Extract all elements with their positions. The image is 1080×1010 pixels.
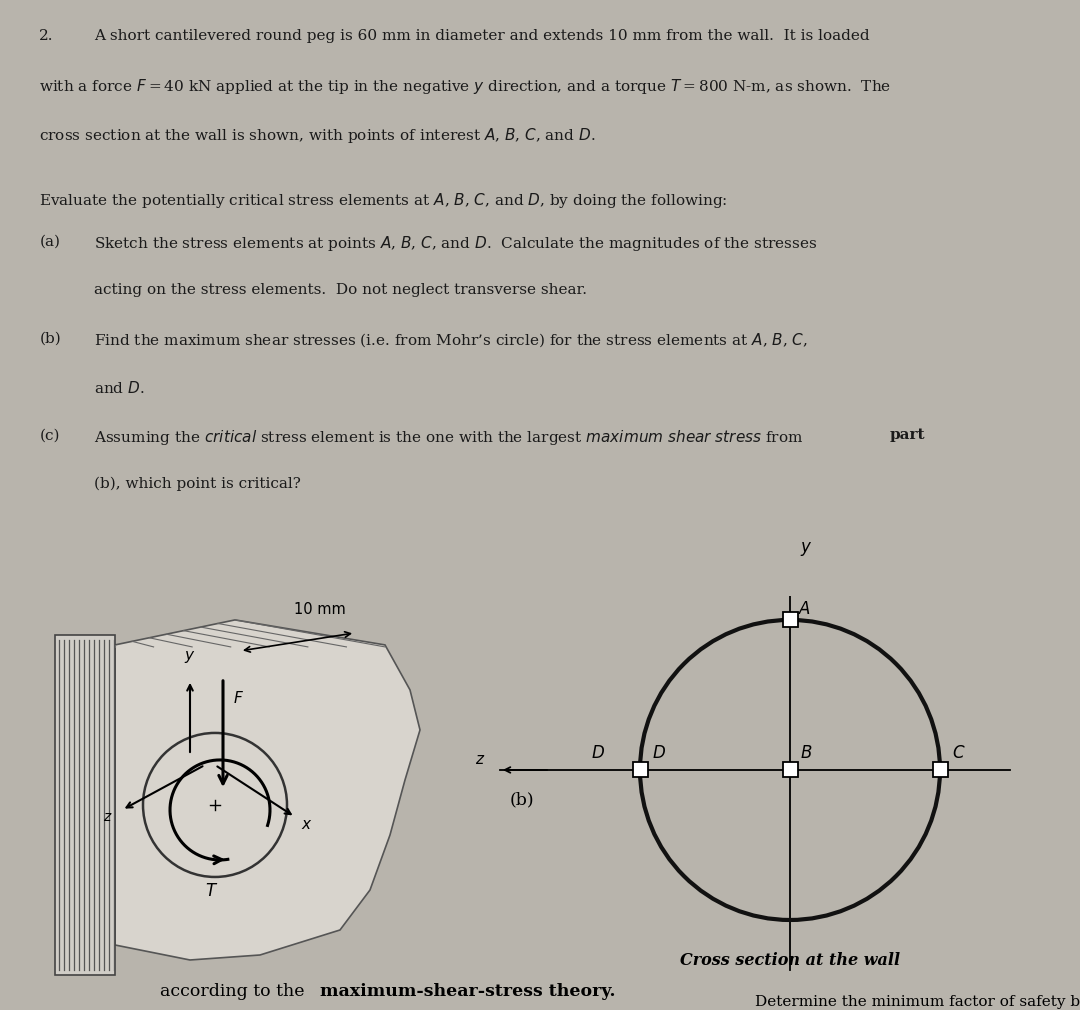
Text: Assuming the $\it{critical}$ stress element is the one with the largest $\it{max: Assuming the $\it{critical}$ stress elem… (94, 428, 840, 447)
Text: Evaluate the potentially critical stress elements at $A$, $B$, $C$, and $D$, by : Evaluate the potentially critical stress… (39, 192, 728, 210)
Text: (b), which point is critical?: (b), which point is critical? (94, 477, 301, 491)
Text: Determine the minimum factor of safety based: Determine the minimum factor of safety b… (755, 995, 1080, 1009)
Text: acting on the stress elements.  Do not neglect transverse shear.: acting on the stress elements. Do not ne… (94, 283, 588, 297)
Text: maximum-shear-stress theory.: maximum-shear-stress theory. (320, 984, 616, 1001)
Text: $T$: $T$ (205, 882, 218, 900)
Text: cross section at the wall is shown, with points of interest $A$, $B$, $C$, and $: cross section at the wall is shown, with… (39, 126, 596, 144)
Text: with a force $F$ = 40 kN applied at the tip in the negative $y$ direction, and a: with a force $F$ = 40 kN applied at the … (39, 78, 892, 96)
Text: 10 mm: 10 mm (294, 602, 346, 617)
Text: according to the: according to the (160, 984, 310, 1001)
Polygon shape (114, 620, 420, 960)
Text: (c): (c) (39, 428, 59, 442)
Text: Cross section at the wall: Cross section at the wall (680, 952, 900, 969)
Text: $z$: $z$ (104, 810, 112, 824)
Bar (633, 763, 648, 778)
Text: $y$: $y$ (185, 648, 195, 665)
Text: A short cantilevered round peg is 60 mm in diameter and extends 10 mm from the w: A short cantilevered round peg is 60 mm … (94, 28, 869, 42)
Text: and $D$.: and $D$. (94, 380, 145, 396)
Text: $C$: $C$ (951, 744, 966, 762)
Text: $A$: $A$ (798, 600, 811, 618)
Text: Find the maximum shear stresses (i.e. from Mohr’s circle) for the stress element: Find the maximum shear stresses (i.e. fr… (94, 331, 808, 348)
Text: $B$: $B$ (800, 744, 812, 762)
Text: $y$: $y$ (800, 540, 812, 558)
Text: (b): (b) (510, 792, 535, 808)
Text: $D$: $D$ (652, 744, 666, 762)
Text: $F$: $F$ (233, 690, 244, 706)
Bar (783, 612, 797, 627)
Text: (b): (b) (39, 331, 62, 345)
Text: $z$: $z$ (475, 752, 485, 768)
Bar (783, 763, 797, 778)
Bar (932, 763, 947, 778)
Text: part: part (889, 428, 924, 442)
Bar (55, 635, 114, 975)
Text: $x$: $x$ (301, 817, 313, 832)
Text: 2.: 2. (39, 28, 54, 42)
Text: $D$: $D$ (591, 744, 605, 762)
Text: Sketch the stress elements at points $A$, $B$, $C$, and $D$.  Calculate the magn: Sketch the stress elements at points $A$… (94, 234, 818, 254)
Text: (a): (a) (39, 234, 60, 248)
